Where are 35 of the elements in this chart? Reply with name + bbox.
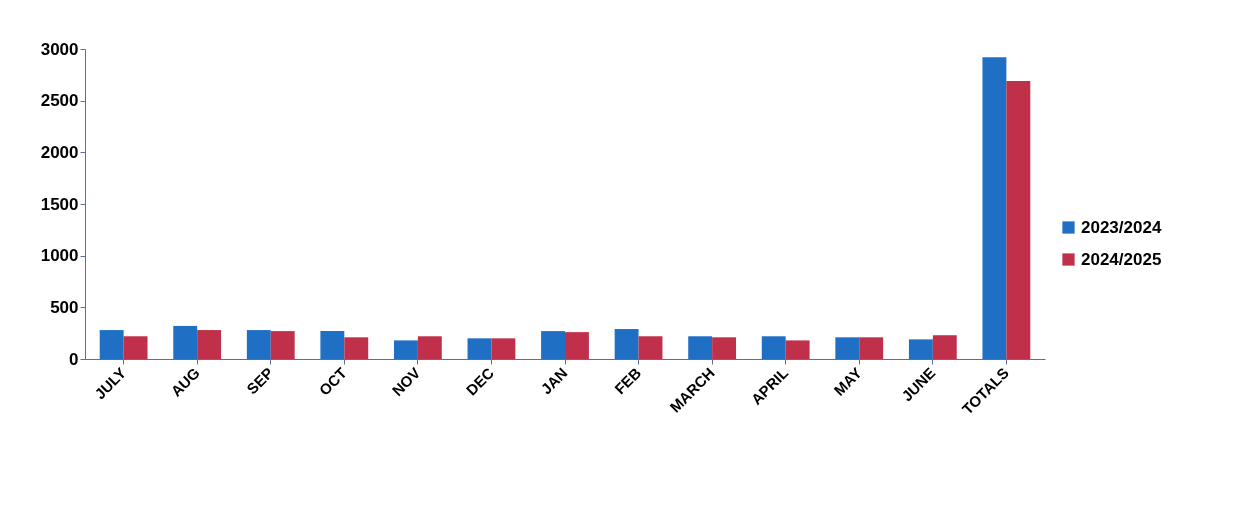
y-tick-label: 3000 (40, 39, 79, 59)
bar (197, 330, 222, 359)
bar (393, 340, 418, 359)
bar (835, 337, 860, 359)
bar (344, 337, 369, 359)
bar (417, 336, 442, 359)
bar (785, 340, 810, 359)
bar (859, 337, 884, 359)
bar (320, 331, 345, 359)
y-tick-label: 2000 (40, 142, 79, 162)
y-tick-label: 1500 (40, 194, 79, 214)
y-tick-label: 1000 (40, 246, 79, 266)
bar (173, 325, 198, 359)
bar (467, 338, 492, 359)
bar (638, 336, 663, 359)
bar (688, 336, 713, 359)
bar (541, 331, 565, 359)
y-tick-label: 0 (69, 349, 79, 369)
bar (614, 329, 639, 359)
y-tick-label: 500 (50, 297, 79, 317)
bar (246, 330, 271, 359)
bar (270, 331, 295, 359)
bar (932, 335, 957, 359)
bar (491, 338, 516, 359)
bar (123, 336, 148, 359)
bar (1006, 81, 1031, 359)
bar (761, 336, 786, 359)
bar (712, 337, 737, 359)
y-tick-label: 2500 (40, 91, 79, 111)
legend-label: 2023/2024 (1081, 217, 1162, 237)
bar (982, 57, 1007, 359)
bar (99, 330, 124, 359)
bar (908, 339, 933, 359)
bar (565, 332, 589, 359)
legend-label: 2024/2025 (1081, 249, 1162, 269)
